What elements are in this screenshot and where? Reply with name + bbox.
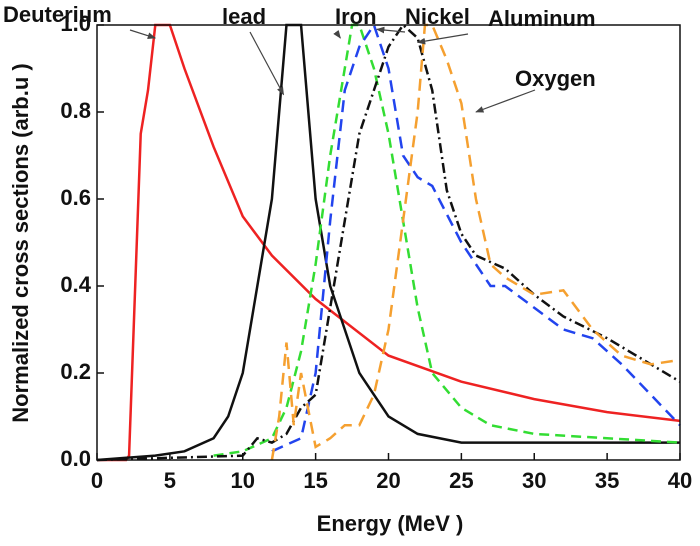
- series-line: [271, 22, 681, 453]
- annotation: lead: [222, 4, 266, 29]
- annotation-arrow: [475, 89, 536, 113]
- y-tick-label: 0.0: [60, 446, 91, 471]
- x-tick-label: 5: [164, 468, 176, 493]
- annotation-arrow: [333, 29, 341, 39]
- y-axis-label: Normalized cross sections (arb.u ): [8, 63, 33, 422]
- annotation-arrow: [376, 26, 406, 34]
- x-tick-label: 35: [595, 468, 619, 493]
- annotation: Deuterium: [3, 2, 112, 27]
- annotation-arrow: [416, 33, 469, 45]
- x-axis-label: Energy (MeV ): [317, 511, 464, 536]
- annotation-arrow: [249, 31, 285, 96]
- annotation-arrow: [129, 29, 157, 39]
- annotation: Iron: [335, 4, 377, 29]
- series-line: [213, 23, 681, 457]
- x-tick-label: 10: [231, 468, 255, 493]
- series-line: [270, 23, 681, 461]
- series-line: [97, 23, 681, 462]
- y-tick-label: 0.8: [60, 98, 91, 123]
- plot-frame: [96, 24, 681, 461]
- y-tick-label: 0.6: [60, 185, 91, 210]
- x-tick-label: 30: [522, 468, 546, 493]
- annotation: Oxygen: [515, 66, 596, 91]
- x-tick-label: 20: [376, 468, 400, 493]
- y-tick-label: 0.2: [60, 359, 91, 384]
- annotation: Nickel: [405, 4, 470, 29]
- x-tick-label: 15: [303, 468, 327, 493]
- x-tick-label: 25: [449, 468, 473, 493]
- x-tick-label: 0: [91, 468, 103, 493]
- y-tick-label: 0.4: [60, 272, 91, 297]
- y-tick-label: 1.0: [60, 11, 91, 36]
- x-tick-label: 40: [668, 468, 692, 493]
- annotation: Aluminum: [488, 6, 596, 31]
